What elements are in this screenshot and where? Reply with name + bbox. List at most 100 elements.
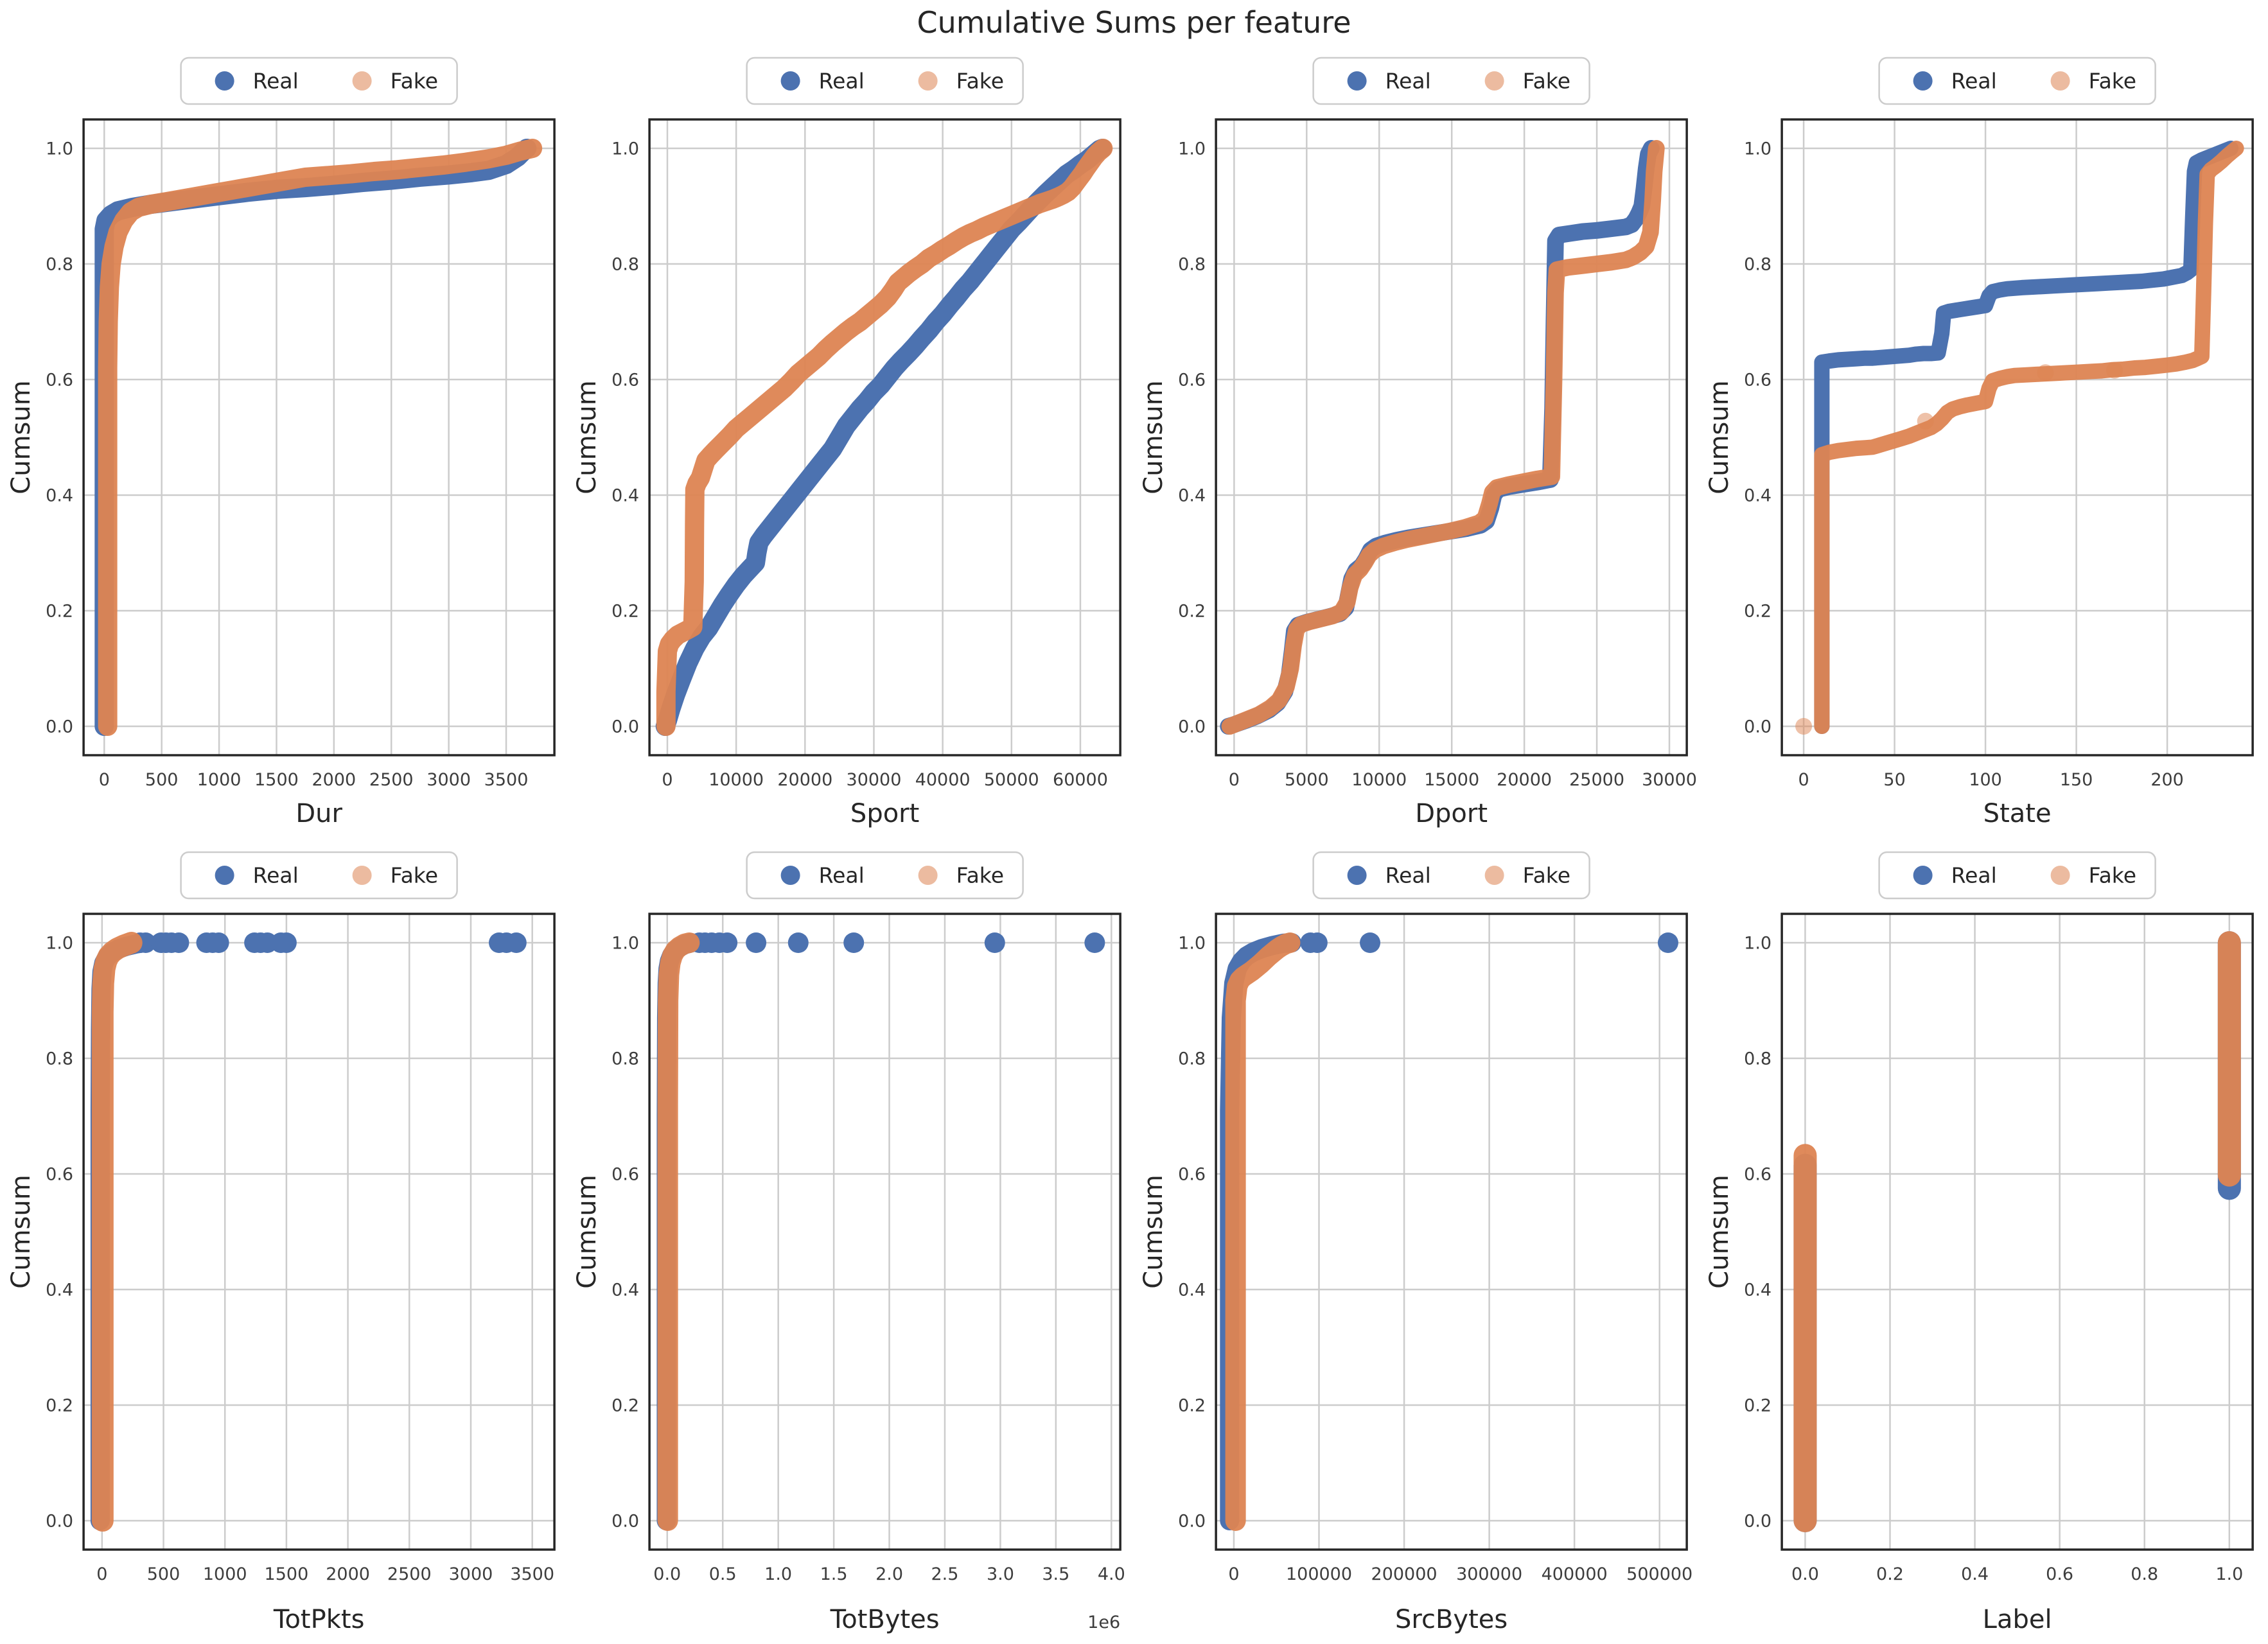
x-tick-label: 0 bbox=[1228, 770, 1239, 790]
series-fake-path bbox=[1225, 932, 1300, 1531]
x-tick-label: 50000 bbox=[984, 770, 1039, 790]
series-fake-path bbox=[98, 139, 543, 736]
x-axis-label: SrcBytes bbox=[1395, 1605, 1508, 1634]
y-axis-label: Cumsum bbox=[8, 1175, 36, 1288]
legend-box bbox=[180, 57, 458, 105]
plot-border bbox=[1214, 913, 1688, 1551]
y-tick-label: 1.0 bbox=[611, 139, 639, 159]
series-real-dot bbox=[1306, 932, 1328, 953]
y-tick-label: 0.8 bbox=[611, 254, 639, 274]
x-tick-label: 15000 bbox=[1424, 770, 1479, 790]
x-axis-label: Dport bbox=[1415, 799, 1488, 828]
x-tick-label: 0.0 bbox=[1791, 1564, 1819, 1584]
legend-real-label: Real bbox=[819, 69, 865, 94]
y-tick-label: 1.0 bbox=[1178, 139, 1206, 159]
y-tick-label: 0.2 bbox=[611, 1395, 639, 1415]
axis-offset-label: 1e6 bbox=[1087, 1613, 1120, 1632]
x-tick-label: 2.0 bbox=[875, 1564, 903, 1584]
legend-fake-marker bbox=[2050, 71, 2070, 91]
x-tick-label: 0 bbox=[662, 770, 673, 790]
x-tick-label: 2.5 bbox=[931, 1564, 959, 1584]
x-axis-label: TotPkts bbox=[273, 1605, 365, 1634]
y-tick-label: 0.8 bbox=[1178, 254, 1206, 274]
y-tick-label: 0.4 bbox=[46, 485, 73, 505]
y-tick-label: 0.8 bbox=[611, 1049, 639, 1069]
legend-fake-label: Fake bbox=[391, 863, 438, 888]
x-tick-label: 400000 bbox=[1541, 1564, 1607, 1584]
legend-fake-marker bbox=[1484, 866, 1504, 885]
x-tick-label: 300000 bbox=[1456, 1564, 1522, 1584]
y-tick-label: 0.2 bbox=[611, 601, 639, 621]
x-tick-label: 500 bbox=[145, 770, 179, 790]
y-tick-label: 0.2 bbox=[1178, 601, 1206, 621]
x-tick-label: 10000 bbox=[708, 770, 764, 790]
series-real-dot bbox=[208, 932, 229, 953]
series-real-dot bbox=[505, 932, 527, 953]
legend-real-marker bbox=[1347, 71, 1367, 91]
x-tick-label: 1.5 bbox=[820, 1564, 848, 1584]
series-fake-dot bbox=[1795, 718, 1812, 735]
legend-fake-label: Fake bbox=[1522, 69, 1570, 94]
chart-svg: 0.0 0.2 0.4 0.6 0.8 1.0 Cumsum 0 5000 10000 15000 2… bbox=[1140, 57, 1696, 828]
y-tick-label: 0.4 bbox=[611, 485, 639, 505]
y-tick-label: 0.4 bbox=[611, 1280, 639, 1300]
x-tick-label: 3500 bbox=[510, 1564, 554, 1584]
legend-real-label: Real bbox=[1951, 69, 1996, 94]
y-tick-label: 1.0 bbox=[46, 933, 73, 953]
x-tick-label: 1500 bbox=[265, 1564, 309, 1584]
legend-box bbox=[1312, 851, 1590, 900]
chart-svg: 0.0 0.2 0.4 0.6 0.8 1.0 Cumsum 0 500 1000 1500 2000… bbox=[8, 57, 556, 828]
x-tick-label: 3.5 bbox=[1042, 1564, 1070, 1584]
y-tick-label: 0.2 bbox=[46, 601, 73, 621]
y-tick-label: 1.0 bbox=[611, 933, 639, 953]
plot-border bbox=[82, 913, 556, 1551]
y-tick-label: 0.4 bbox=[1178, 485, 1206, 505]
x-tick-label: 0.5 bbox=[709, 1564, 737, 1584]
y-tick-label: 0.0 bbox=[1744, 1511, 1771, 1531]
x-tick-label: 3.0 bbox=[987, 1564, 1014, 1584]
y-tick-label: 0.2 bbox=[1178, 1395, 1206, 1415]
y-tick-label: 0.6 bbox=[1744, 1164, 1771, 1184]
y-axis-label: Cumsum bbox=[1706, 1175, 1734, 1288]
plot-border bbox=[648, 118, 1122, 756]
x-tick-label: 20000 bbox=[1497, 770, 1552, 790]
legend-fake-label: Fake bbox=[1522, 863, 1570, 888]
x-tick-label: 0 bbox=[96, 1564, 107, 1584]
x-tick-label: 150 bbox=[2060, 770, 2093, 790]
legend-box bbox=[1878, 851, 2156, 900]
x-axis-label: Sport bbox=[850, 799, 919, 828]
series-fake-dot bbox=[2037, 364, 2054, 381]
series-real-dot bbox=[788, 932, 809, 953]
legend-real-marker bbox=[1347, 866, 1367, 885]
x-tick-label: 100 bbox=[1969, 770, 2002, 790]
y-tick-label: 1.0 bbox=[46, 139, 73, 159]
y-tick-label: 0.2 bbox=[1744, 601, 1771, 621]
legend-box bbox=[1878, 57, 2156, 105]
series-real-path bbox=[94, 139, 537, 736]
series-real-dot bbox=[717, 932, 738, 953]
subplot-totbytes: 0.0 0.2 0.4 0.6 0.8 1.0 Cumsum 0.0 0.5 1.0 1.5 2.0 2… bbox=[574, 844, 1130, 1644]
legend-fake-marker bbox=[918, 866, 938, 885]
x-tick-label: 0 bbox=[1228, 1564, 1239, 1584]
plot-border bbox=[1780, 913, 2254, 1551]
legend-fake-marker bbox=[352, 71, 372, 91]
legend-fake-marker bbox=[918, 71, 938, 91]
y-tick-label: 0.8 bbox=[46, 254, 73, 274]
series-fake-path bbox=[91, 932, 143, 1532]
x-tick-label: 3000 bbox=[426, 770, 471, 790]
series-fake-dot bbox=[2105, 362, 2123, 379]
x-tick-label: 2000 bbox=[312, 770, 356, 790]
series-fake-path bbox=[656, 139, 1113, 736]
series-real-path bbox=[1814, 141, 2238, 734]
plot-border bbox=[1780, 118, 2254, 756]
subplot-dport: 0.0 0.2 0.4 0.6 0.8 1.0 Cumsum 0 5000 10000 15000 2… bbox=[1140, 50, 1697, 830]
y-tick-label: 0.0 bbox=[611, 717, 639, 737]
y-axis-label: Cumsum bbox=[8, 380, 36, 494]
x-tick-label: 40000 bbox=[915, 770, 971, 790]
series-real-dot bbox=[1084, 932, 1105, 953]
y-tick-label: 0.6 bbox=[611, 1164, 639, 1184]
legend-fake-label: Fake bbox=[2088, 69, 2136, 94]
x-tick-label: 100000 bbox=[1285, 1564, 1351, 1584]
series-real-dot bbox=[746, 932, 767, 953]
chart-svg: 0.0 0.2 0.4 0.6 0.8 1.0 Cumsum 0.0 0.2 0.4 0.6 0.8 1… bbox=[1706, 851, 2254, 1634]
